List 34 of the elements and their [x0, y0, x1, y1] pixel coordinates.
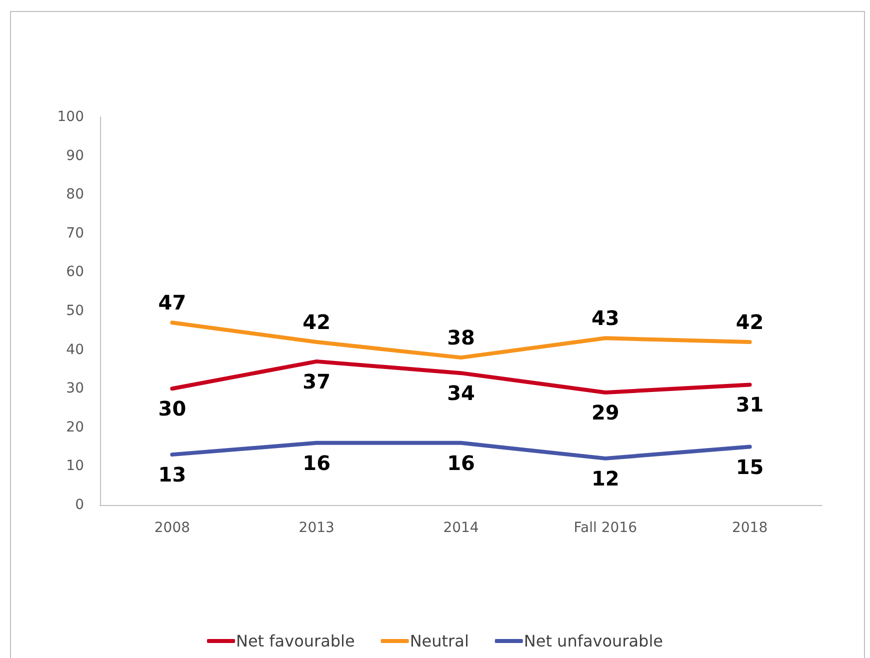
y-tick-label: 30: [66, 380, 84, 397]
y-tick-label: 60: [66, 264, 84, 280]
data-label: 15: [736, 454, 764, 479]
x-tick-label: Fall 2016: [574, 520, 638, 536]
data-label: 38: [447, 326, 475, 350]
y-tick-label: 100: [57, 109, 84, 125]
legend-label: Net favourable: [236, 632, 355, 650]
data-label: 34: [447, 381, 475, 406]
x-tick-label: 2013: [298, 520, 334, 536]
data-label: 29: [591, 400, 620, 424]
data-label: 12: [591, 466, 620, 490]
legend-label: Neutral: [410, 632, 469, 650]
data-label: 16: [447, 450, 475, 475]
y-tick-label: 70: [66, 225, 84, 242]
y-tick-label: 80: [66, 186, 84, 203]
data-label: 42: [736, 310, 764, 334]
data-label: 31: [736, 392, 764, 417]
data-label: 30: [158, 396, 186, 421]
data-label: 37: [302, 369, 331, 394]
y-tick-label: 50: [66, 303, 84, 319]
data-label: 42: [302, 310, 331, 334]
legend-label: Net unfavourable: [524, 632, 664, 650]
y-tick-label: 90: [66, 148, 84, 164]
y-tick-label: 40: [66, 342, 84, 358]
data-label: 47: [158, 290, 186, 315]
data-label: 13: [158, 462, 186, 487]
data-label: 16: [302, 450, 331, 475]
x-tick-label: 2018: [732, 520, 768, 536]
y-tick-label: 20: [66, 419, 84, 436]
x-tick-label: 2014: [443, 520, 479, 536]
y-tick-label: 0: [75, 497, 84, 513]
y-tick-label: 10: [66, 458, 84, 474]
x-tick-label: 2008: [154, 520, 190, 536]
data-label: 43: [591, 306, 620, 330]
